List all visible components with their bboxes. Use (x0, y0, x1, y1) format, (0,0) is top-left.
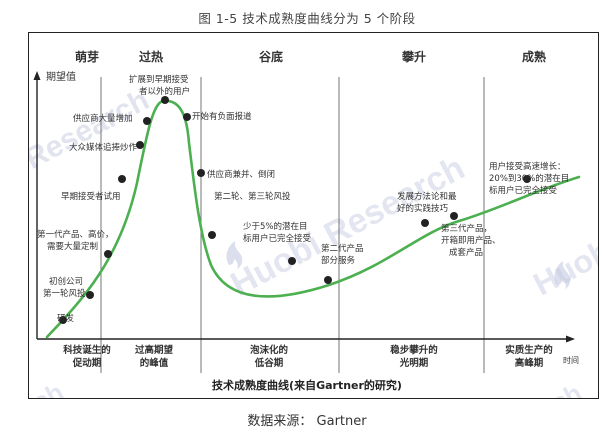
hype-curve (45, 99, 581, 339)
annotation-label: 供应商大量增加 (73, 113, 133, 124)
annotation-label: 部分服务 (321, 255, 356, 266)
milestone-dot (183, 113, 191, 121)
milestone-dot (143, 117, 151, 125)
x-axis-caption: 技术成熟度曲线(来自Gartner的研究) (212, 378, 402, 392)
phase-bottom-label-1a: 科技诞生的 (63, 344, 111, 356)
annotation-label: 20%到30%的潜在目 (489, 173, 569, 184)
annotation-label: 第二代产品 (321, 243, 364, 254)
milestone-dot (161, 96, 169, 104)
annotation-label: 者以外的用户 (139, 86, 190, 97)
milestone-dot (208, 231, 216, 239)
x-axis-label: 时间 (563, 355, 579, 365)
phase-title-trough: 谷底 (259, 49, 283, 64)
annotation-label: 第一轮风投 (43, 288, 86, 299)
milestone-dot (118, 175, 126, 183)
phase-bottom-label-5b: 高峰期 (515, 357, 544, 369)
milestone-dot (104, 250, 112, 258)
milestone-dot (59, 316, 67, 324)
annotation-label: 用户接受高速增长： (489, 161, 566, 172)
annotation-label: 初创公司 (49, 276, 83, 287)
phase-bottom-label-2a: 过高期望 (135, 344, 174, 356)
hype-cycle-diagram: Research Huobi Research Huobi rch rch 期望… (19, 49, 614, 423)
annotation-label: 第三代产品， (441, 223, 492, 234)
phase-bottom-label-4a: 稳步攀升的 (390, 344, 438, 356)
phase-title-overheat: 过热 (139, 49, 163, 64)
milestone-dot (523, 175, 531, 183)
milestone-dot (450, 212, 458, 220)
milestone-dot (197, 169, 205, 177)
source-note: 数据来源： Gartner (247, 414, 367, 429)
annotation-label: 标用户已完全接受 (489, 185, 558, 196)
annotation-label: 研发 (57, 313, 75, 324)
annotation-label: 第一代产品、高价， (37, 229, 114, 240)
phase-bottom-label-3b: 低谷期 (254, 357, 284, 369)
phase-bottom-label-2b: 的峰值 (140, 357, 169, 369)
phase-bottom-label-3a: 泡沫化的 (250, 344, 289, 356)
milestone-dots (59, 96, 531, 324)
phase-bottom-label-4b: 光明期 (399, 357, 429, 369)
watermark-text: rch (537, 377, 587, 398)
milestone-dot (421, 219, 429, 227)
watermark-logo-icon (226, 241, 571, 289)
phase-title-slope: 攀升 (402, 49, 426, 64)
milestone-dot (324, 276, 332, 284)
hype-cycle-frame: Research Huobi Research Huobi rch rch 期望… (19, 32, 614, 423)
x-axis-arrow-icon (566, 335, 575, 343)
annotation-label: 发展方法论和最 (397, 191, 457, 202)
figure-title: 图 1-5 技术成熟度曲线分为 5 个阶段 (198, 11, 416, 26)
y-axis-arrow-icon (33, 71, 41, 80)
annotation-label: 少于5%的潜在目 (243, 221, 308, 232)
annotation-label: 成套产品 (449, 247, 483, 258)
annotation-label: 好的实践技巧 (397, 203, 449, 214)
phase-bottom-label-1b: 促动期 (72, 357, 102, 369)
annotation-label: 开始有负面报道 (192, 111, 252, 122)
annotation-label: 标用户已完全接受 (243, 233, 312, 244)
annotation-label: 供应商兼并、倒闭 (207, 169, 275, 180)
phase-title-emergence: 萌芽 (75, 49, 99, 64)
annotation-label: 早期接受者试用 (61, 191, 121, 202)
watermark-text: Research (29, 83, 154, 176)
annotation-label: 第二轮、第三轮风投 (214, 191, 291, 202)
watermark-text: rch (29, 377, 68, 398)
phase-bottom-label-5a: 实质生产的 (505, 344, 553, 356)
annotation-label: 扩展到早期接受 (129, 74, 189, 85)
milestone-dot (86, 291, 94, 299)
milestone-dot (136, 141, 144, 149)
annotation-label: 开箱即用产品、 (441, 235, 501, 246)
milestone-dot (288, 257, 296, 265)
annotation-label: 需要大量定制 (47, 241, 98, 252)
annotation-label: 大众媒体追捧炒作 (69, 142, 138, 153)
annotation-group: 研发 初创公司 第一轮风投 第一代产品、高价， 需要大量定制 早期接受者试用 大… (37, 74, 569, 324)
phase-title-plateau: 成熟 (522, 49, 546, 64)
y-axis-label: 期望值 (46, 70, 76, 83)
